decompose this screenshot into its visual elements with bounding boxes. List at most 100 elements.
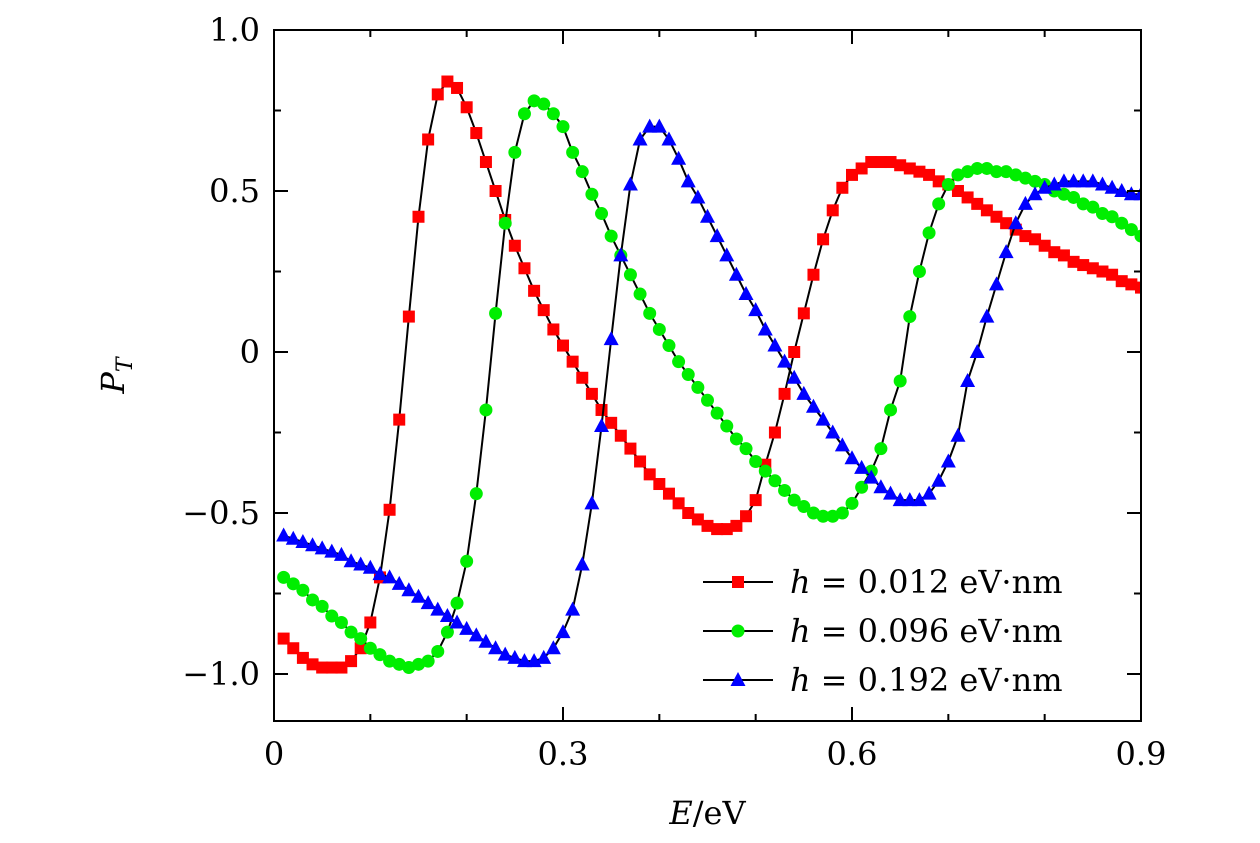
data-point xyxy=(478,633,494,648)
data-point xyxy=(468,627,484,642)
data-point xyxy=(547,323,560,336)
data-point xyxy=(970,161,984,175)
data-point xyxy=(508,239,521,252)
data-point xyxy=(363,641,377,655)
data-point xyxy=(296,651,309,664)
legend-entry-h-0.012: h = 0.012 eV·nm xyxy=(703,563,1063,601)
data-point xyxy=(971,197,984,210)
data-point xyxy=(605,416,618,429)
data-point xyxy=(863,469,879,484)
data-point xyxy=(470,127,483,140)
data-point xyxy=(431,644,445,658)
data-point xyxy=(777,353,793,368)
legend-entry-h-0.192: h = 0.192 eV·nm xyxy=(703,661,1063,699)
data-point xyxy=(1085,173,1101,188)
data-point xyxy=(314,540,330,555)
data-point xyxy=(979,308,995,323)
data-point xyxy=(960,372,976,387)
data-point xyxy=(345,655,358,668)
data-point xyxy=(662,487,675,500)
data-point xyxy=(691,380,705,394)
data-point xyxy=(343,553,359,568)
data-point xyxy=(701,393,714,407)
data-point xyxy=(711,523,724,536)
data-point xyxy=(354,632,368,646)
data-point xyxy=(730,519,743,532)
data-point xyxy=(990,210,1003,223)
data-point xyxy=(805,398,821,413)
data-point xyxy=(894,159,907,172)
data-point xyxy=(749,494,762,507)
legend-value: = 0.012 eV·nm xyxy=(821,563,1063,601)
legend-var: h xyxy=(790,563,811,601)
data-point xyxy=(315,599,329,613)
data-point xyxy=(662,339,676,353)
data-point xyxy=(846,168,858,181)
data-point xyxy=(932,175,945,188)
data-point xyxy=(922,226,936,240)
data-point xyxy=(1067,190,1081,204)
y-axis-subscript: T xyxy=(113,355,138,372)
data-point xyxy=(931,472,947,487)
data-point xyxy=(498,216,512,230)
data-point xyxy=(412,210,425,223)
data-point xyxy=(1019,230,1032,243)
tick-labels-layer: 0 0.3 0.6 0.9 1.0 0.5 0 −0.5 −1.0 xyxy=(182,11,1166,773)
legend: h = 0.012 eV·nm h = 0.096 eV·nm h = 0.192 e… xyxy=(703,563,1063,699)
ticks-layer xyxy=(273,29,1142,721)
data-point xyxy=(758,464,772,478)
data-point xyxy=(768,426,781,439)
data-point xyxy=(1096,265,1109,278)
data-point xyxy=(1123,186,1139,201)
data-point xyxy=(1077,259,1090,272)
data-point xyxy=(497,646,513,661)
data-point xyxy=(739,442,753,456)
data-point xyxy=(364,616,377,629)
data-point xyxy=(441,75,454,88)
data-point xyxy=(545,640,561,655)
data-point xyxy=(796,385,812,400)
data-point xyxy=(489,306,503,320)
data-point xyxy=(632,131,648,146)
data-point xyxy=(980,204,993,217)
data-point xyxy=(1114,183,1130,197)
data-point xyxy=(566,355,579,368)
data-point xyxy=(961,191,974,204)
data-point xyxy=(537,97,551,111)
data-point xyxy=(460,554,474,568)
data-point xyxy=(306,593,320,607)
data-point xyxy=(537,304,550,317)
data-point xyxy=(816,509,830,523)
data-point xyxy=(516,653,532,668)
data-point xyxy=(295,533,311,548)
data-point xyxy=(440,625,454,639)
data-point xyxy=(855,480,869,494)
data-point xyxy=(333,546,349,561)
data-point xyxy=(998,244,1014,259)
data-point xyxy=(690,189,706,204)
data-point xyxy=(460,101,473,114)
data-point xyxy=(854,459,870,474)
data-point xyxy=(778,483,792,497)
data-point xyxy=(595,403,608,416)
x-tick-label: 0 xyxy=(264,735,284,773)
legend-marker xyxy=(731,624,745,638)
y-tick-label: 0.5 xyxy=(209,172,260,210)
data-point xyxy=(1038,239,1051,252)
data-point xyxy=(449,614,465,629)
data-point xyxy=(354,642,367,655)
data-point xyxy=(643,468,656,481)
data-point xyxy=(344,625,358,639)
data-point xyxy=(709,228,725,243)
data-point xyxy=(594,418,610,433)
data-point xyxy=(1027,186,1043,201)
data-point xyxy=(575,165,589,179)
data-point xyxy=(835,506,849,520)
data-point xyxy=(874,442,888,456)
data-point xyxy=(883,485,899,500)
plot-frame xyxy=(273,29,1142,722)
data-point xyxy=(788,346,801,358)
data-point xyxy=(787,493,801,507)
data-point xyxy=(1115,275,1128,288)
data-point xyxy=(719,247,735,262)
